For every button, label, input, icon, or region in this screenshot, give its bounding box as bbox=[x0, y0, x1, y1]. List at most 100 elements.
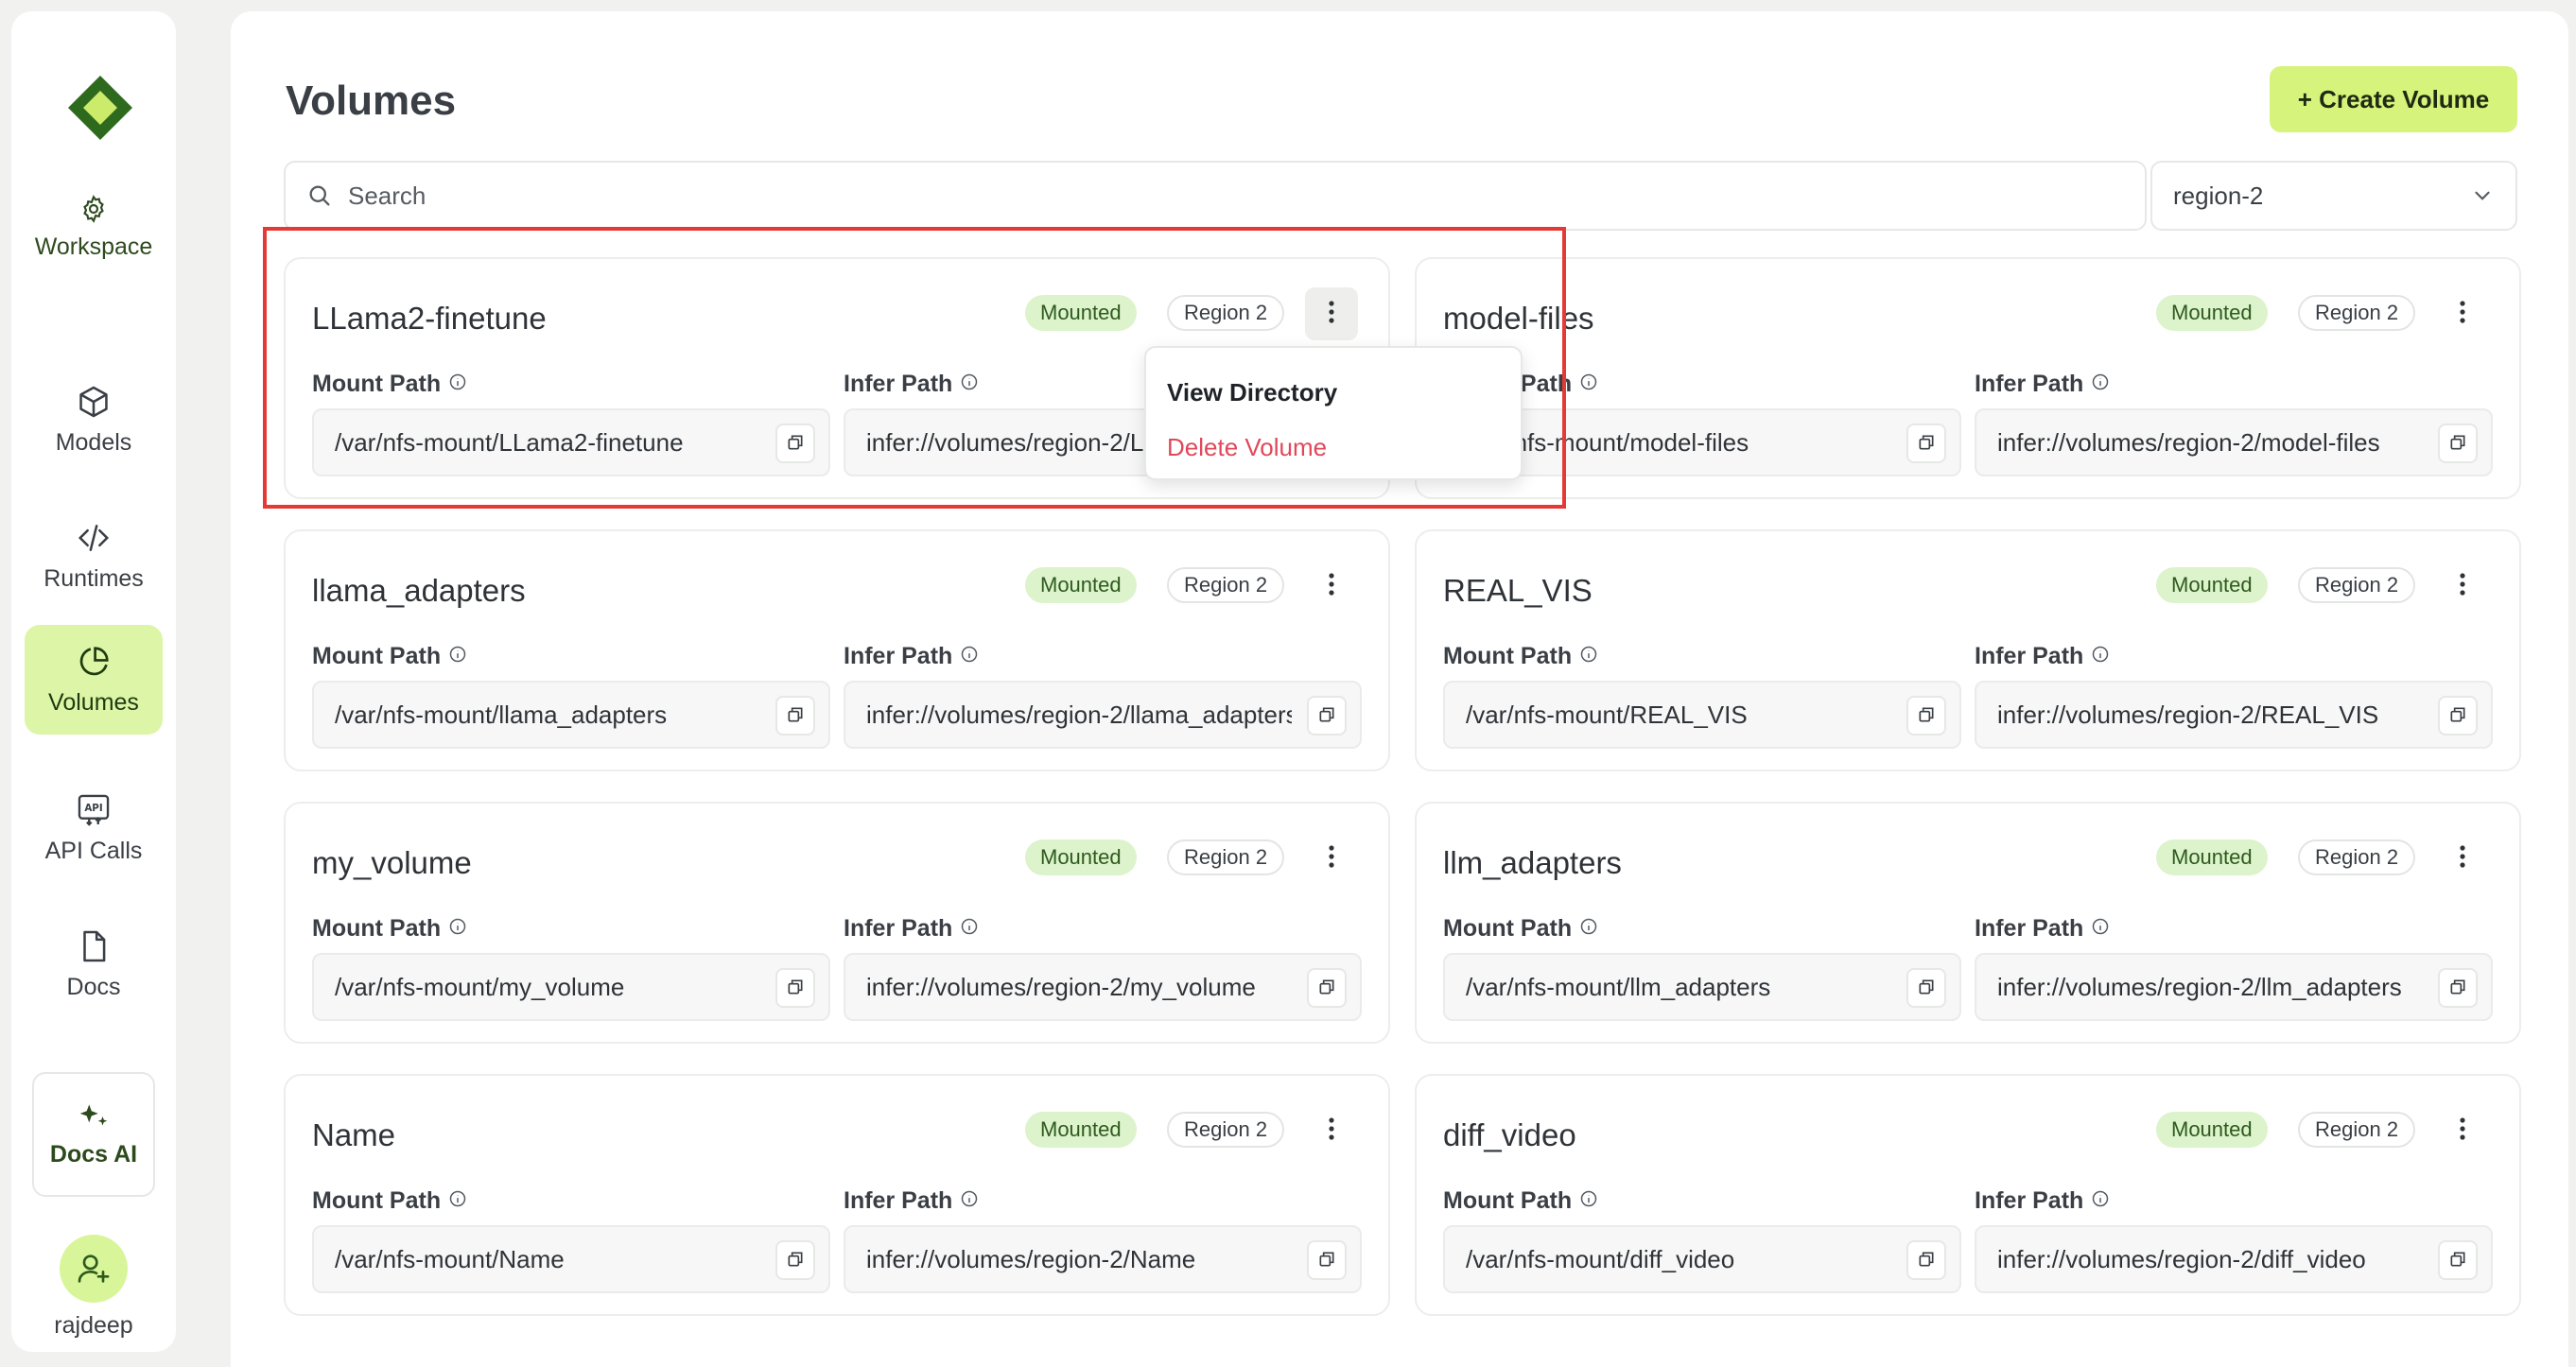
info-icon[interactable] bbox=[448, 1187, 467, 1215]
copy-mount-path-button[interactable] bbox=[1906, 424, 1946, 463]
info-icon[interactable] bbox=[960, 1187, 979, 1215]
user-profile[interactable]: rajdeep bbox=[11, 1235, 176, 1340]
volume-card[interactable]: diff_video Mounted Region 2 Mount Path Infer… bbox=[1415, 1074, 2521, 1316]
info-icon[interactable] bbox=[1579, 643, 1598, 670]
sidebar-item-volumes[interactable]: Volumes bbox=[25, 625, 163, 735]
kebab-icon bbox=[1328, 300, 1335, 329]
region-badge: Region 2 bbox=[1167, 839, 1285, 875]
infer-path-field[interactable]: infer://volumes/region-2/diff_video bbox=[1975, 1225, 2493, 1293]
info-icon[interactable] bbox=[1579, 371, 1598, 398]
info-icon[interactable] bbox=[960, 915, 979, 943]
copy-infer-path-button[interactable] bbox=[1307, 968, 1347, 1008]
volume-name: model-files bbox=[1443, 301, 1594, 336]
copy-mount-path-button[interactable] bbox=[775, 424, 815, 463]
infer-path-field[interactable]: infer://volumes/region-2/model-files bbox=[1975, 408, 2493, 476]
copy-mount-path-button[interactable] bbox=[775, 1240, 815, 1280]
infer-path-label-text: Infer Path bbox=[844, 371, 953, 397]
main-panel: Volumes + Create Volume region-2 LLama2-… bbox=[231, 11, 2568, 1367]
infer-path-label-text: Infer Path bbox=[1975, 643, 2084, 669]
volume-card[interactable]: Name Mounted Region 2 Mount Path Infer Path /… bbox=[284, 1074, 1390, 1316]
mount-path-field[interactable]: /var/nfs-mount/REAL_VIS bbox=[1443, 681, 1961, 749]
copy-infer-path-button[interactable] bbox=[2438, 696, 2478, 735]
mount-path-field[interactable]: /var/nfs-mount/llama_adapters bbox=[312, 681, 830, 749]
copy-icon bbox=[2448, 1246, 2467, 1275]
status-badge: Mounted bbox=[2156, 295, 2268, 331]
sidebar-item-docs[interactable]: Docs bbox=[25, 909, 163, 1019]
volume-card[interactable]: REAL_VIS Mounted Region 2 Mount Path Infer P… bbox=[1415, 529, 2521, 771]
status-badge: Mounted bbox=[1025, 1112, 1137, 1148]
page-title: Volumes bbox=[286, 78, 457, 124]
infer-path-field[interactable]: infer://volumes/region-2/REAL_VIS bbox=[1975, 681, 2493, 749]
copy-infer-path-button[interactable] bbox=[2438, 968, 2478, 1008]
status-badge: Mounted bbox=[1025, 567, 1137, 603]
infer-path-field[interactable]: infer://volumes/region-2/my_volume bbox=[844, 953, 1362, 1021]
volume-name: diff_video bbox=[1443, 1117, 1576, 1152]
more-options-button[interactable] bbox=[2436, 1104, 2489, 1157]
more-options-button[interactable] bbox=[2436, 287, 2489, 340]
mount-path-field[interactable]: /var/nfs-mount/LLama2-finetune bbox=[312, 408, 830, 476]
infer-path-field[interactable]: infer://volumes/region-2/Name bbox=[844, 1225, 1362, 1293]
code-icon bbox=[78, 524, 110, 551]
info-icon[interactable] bbox=[2091, 915, 2110, 943]
volume-card[interactable]: llama_adapters Mounted Region 2 Mount Path I… bbox=[284, 529, 1390, 771]
more-options-button[interactable] bbox=[2436, 560, 2489, 613]
info-icon[interactable] bbox=[2091, 1187, 2110, 1215]
copy-infer-path-button[interactable] bbox=[2438, 424, 2478, 463]
search-input[interactable] bbox=[348, 181, 2050, 211]
copy-infer-path-button[interactable] bbox=[2438, 1240, 2478, 1280]
mount-path-label-text: Mount Path bbox=[312, 643, 442, 669]
info-icon[interactable] bbox=[960, 643, 979, 670]
sidebar-item-runtimes[interactable]: Runtimes bbox=[25, 501, 163, 611]
info-icon[interactable] bbox=[2091, 643, 2110, 670]
cube-icon bbox=[79, 386, 108, 417]
more-options-button[interactable] bbox=[1305, 832, 1358, 885]
copy-infer-path-button[interactable] bbox=[1307, 696, 1347, 735]
info-icon[interactable] bbox=[1579, 1187, 1598, 1215]
logo-icon[interactable] bbox=[66, 74, 134, 142]
more-options-button[interactable] bbox=[2436, 832, 2489, 885]
mount-path-field[interactable]: /var/nfs-mount/my_volume bbox=[312, 953, 830, 1021]
view-directory-menu-item[interactable]: View Directory bbox=[1167, 378, 1338, 407]
volume-card[interactable]: my_volume Mounted Region 2 Mount Path Infer … bbox=[284, 802, 1390, 1044]
info-icon[interactable] bbox=[2091, 371, 2110, 398]
info-icon[interactable] bbox=[448, 371, 467, 398]
create-volume-button[interactable]: + Create Volume bbox=[2270, 66, 2517, 132]
volume-card[interactable]: llm_adapters Mounted Region 2 Mount Path Inf… bbox=[1415, 802, 2521, 1044]
info-icon[interactable] bbox=[1579, 915, 1598, 943]
volume-name: llama_adapters bbox=[312, 573, 526, 608]
copy-mount-path-button[interactable] bbox=[1906, 1240, 1946, 1280]
copy-infer-path-button[interactable] bbox=[1307, 1240, 1347, 1280]
mount-path-field[interactable]: /var/nfs-mount/diff_video bbox=[1443, 1225, 1961, 1293]
info-icon[interactable] bbox=[448, 643, 467, 670]
more-options-button[interactable] bbox=[1305, 1104, 1358, 1157]
infer-path-field[interactable]: infer://volumes/region-2/llama_adapters bbox=[844, 681, 1362, 749]
copy-mount-path-button[interactable] bbox=[775, 968, 815, 1008]
region-badge: Region 2 bbox=[2298, 295, 2416, 331]
more-options-button[interactable] bbox=[1305, 560, 1358, 613]
info-icon[interactable] bbox=[448, 915, 467, 943]
avatar[interactable] bbox=[60, 1235, 128, 1303]
mount-path-field[interactable]: /var/nfs-mount/llm_adapters bbox=[1443, 953, 1961, 1021]
infer-path-label-text: Infer Path bbox=[844, 643, 953, 669]
copy-mount-path-button[interactable] bbox=[775, 696, 815, 735]
mount-path-field[interactable]: /var/nfs-mount/Name bbox=[312, 1225, 830, 1293]
sidebar-item-workspace[interactable]: Workspace bbox=[25, 172, 163, 282]
sidebar-item-api-calls[interactable]: API API Calls bbox=[25, 773, 163, 883]
info-icon[interactable] bbox=[960, 371, 979, 398]
mount-path-label: Mount Path bbox=[1443, 1187, 1598, 1215]
delete-volume-menu-item[interactable]: Delete Volume bbox=[1167, 433, 1328, 461]
infer-path-label: Infer Path bbox=[844, 643, 979, 670]
region-select[interactable]: region-2 bbox=[2150, 161, 2517, 231]
search-bar[interactable] bbox=[284, 161, 2147, 231]
sidebar-item-models[interactable]: Models bbox=[25, 365, 163, 475]
copy-mount-path-button[interactable] bbox=[1906, 968, 1946, 1008]
sparkles-icon bbox=[79, 1103, 108, 1125]
copy-mount-path-button[interactable] bbox=[1906, 696, 1946, 735]
docs-ai-button[interactable]: Docs AI bbox=[32, 1072, 155, 1197]
copy-icon bbox=[786, 701, 805, 731]
infer-path-field[interactable]: infer://volumes/region-2/llm_adapters bbox=[1975, 953, 2493, 1021]
more-options-button[interactable] bbox=[1305, 287, 1358, 340]
mount-path-label-text: Mount Path bbox=[312, 371, 442, 397]
search-icon bbox=[309, 185, 330, 206]
